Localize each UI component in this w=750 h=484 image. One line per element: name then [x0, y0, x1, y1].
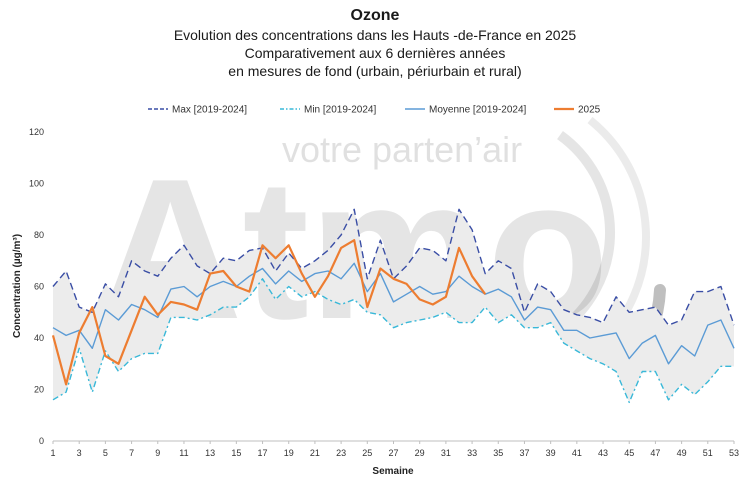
x-tick-label: 29: [415, 448, 425, 458]
y-tick-label: 0: [39, 436, 44, 446]
x-tick-label: 21: [310, 448, 320, 458]
chart-subtitle-2: Comparativement aux 6 dernières années: [244, 45, 506, 61]
x-tick-label: 11: [179, 448, 188, 458]
legend-item: Max [2019-2024]: [148, 105, 247, 116]
x-tick-label: 35: [493, 448, 503, 458]
x-tick-label: 47: [650, 448, 660, 458]
legend-label: 2025: [578, 105, 601, 116]
x-tick-label: 7: [129, 448, 134, 458]
series-line-moyenne: [52, 262, 735, 365]
x-tick-label: 25: [362, 448, 372, 458]
x-tick-label: 39: [546, 448, 556, 458]
legend-item: Min [2019-2024]: [280, 105, 376, 116]
watermark-arc-1: [557, 130, 615, 335]
x-tick-label: 13: [205, 448, 215, 458]
series-line-2025: [51, 239, 487, 386]
x-tick-label: 23: [336, 448, 346, 458]
series-line-min: [52, 278, 734, 404]
x-tick-label: 53: [729, 448, 739, 458]
legend-item: Moyenne [2019-2024]: [405, 105, 527, 116]
legend-item: 2025: [554, 105, 601, 116]
chart-subtitle-1: Evolution des concentrations dans les Ha…: [173, 27, 577, 43]
watermark-slogan: votre parten’air: [282, 129, 522, 170]
y-tick-label: 80: [34, 230, 44, 240]
x-tick-label: 17: [258, 448, 268, 458]
x-axis-title: Semaine: [372, 466, 414, 477]
x-tick-label: 31: [441, 448, 451, 458]
x-tick-label: 41: [572, 448, 582, 458]
x-tick-label: 1: [50, 448, 55, 458]
x-tick-label: 49: [677, 448, 687, 458]
x-tick-label: 3: [77, 448, 82, 458]
min-max-range-band: [53, 209, 734, 403]
x-tick-label: 43: [598, 448, 608, 458]
x-tick-label: 51: [703, 448, 713, 458]
y-tick-label: 20: [34, 385, 44, 395]
y-axis-title: Concentration (µg/m³): [12, 234, 23, 338]
legend-label: Min [2019-2024]: [304, 105, 376, 116]
x-tick-label: 37: [519, 448, 529, 458]
legend-label: Moyenne [2019-2024]: [429, 105, 527, 116]
x-tick-label: 15: [231, 448, 241, 458]
atmo-watermark: Atmo votre parten’air: [98, 116, 666, 376]
chart-subtitle-3: en mesures de fond (urbain, périurbain e…: [228, 63, 522, 79]
x-tick-label: 5: [103, 448, 108, 458]
x-tick-label: 45: [624, 448, 634, 458]
y-tick-label: 100: [29, 179, 44, 189]
y-tick-label: 40: [34, 333, 44, 343]
x-tick-label: 33: [467, 448, 477, 458]
series-line-max: [52, 208, 735, 326]
x-tick-label: 27: [388, 448, 398, 458]
chart-title: Ozone: [350, 7, 400, 24]
y-tick-label: 60: [34, 282, 44, 292]
x-tick-label: 19: [284, 448, 294, 458]
chart-titles: Ozone Evolution des concentrations dans …: [0, 6, 750, 80]
y-tick-label: 120: [29, 127, 44, 137]
x-tick-label: 9: [155, 448, 160, 458]
legend-label: Max [2019-2024]: [172, 105, 247, 116]
